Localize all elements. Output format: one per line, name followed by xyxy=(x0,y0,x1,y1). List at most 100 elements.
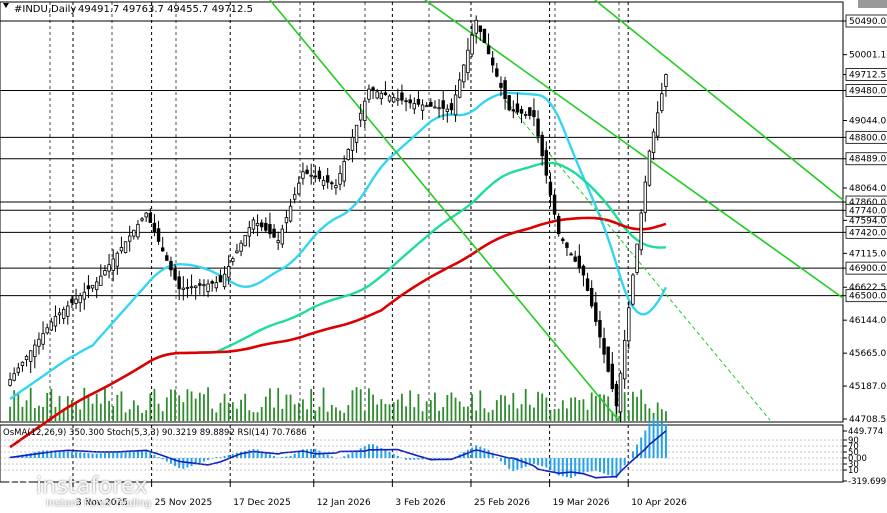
chart-grid xyxy=(0,1,844,483)
axis-price-label: 44708.5 xyxy=(849,415,886,425)
axis-price-label: 47594.0 xyxy=(849,216,886,226)
oscillator-header: OsMA(12,26,9) 350.300 Stoch(5,3,3) 90.32… xyxy=(3,428,307,438)
candle-body xyxy=(231,258,235,262)
candle-body xyxy=(655,112,660,137)
candle-body xyxy=(70,298,74,303)
candle-body xyxy=(354,124,359,143)
level-price-box xyxy=(845,261,887,275)
level-price-box xyxy=(845,84,887,97)
scroll-corner[interactable] xyxy=(858,0,887,8)
candle-body xyxy=(243,235,247,247)
candle-body xyxy=(268,224,272,235)
candle-body xyxy=(165,255,169,261)
candle-body xyxy=(462,64,466,83)
date-label: 17 Dec 2025 xyxy=(233,498,291,508)
candle-body xyxy=(317,170,322,180)
candle-body xyxy=(585,278,590,291)
candle-body xyxy=(74,298,78,304)
candle-body xyxy=(577,255,582,269)
level-price-label: 46500.0 xyxy=(849,292,886,302)
candle-body xyxy=(400,92,404,101)
candle-body xyxy=(552,194,557,215)
candle-body xyxy=(519,109,524,114)
candle-body xyxy=(651,131,656,154)
candle-body xyxy=(412,103,417,110)
candle-body xyxy=(536,118,540,137)
candle-body xyxy=(556,215,561,235)
candle-body xyxy=(297,182,301,195)
candle-body xyxy=(639,212,643,251)
axis-price-label: 48064.0 xyxy=(849,184,886,194)
level-price-box xyxy=(845,225,887,239)
osc-tick-label: 30 xyxy=(848,460,859,470)
candle-body xyxy=(511,109,516,112)
candle-body xyxy=(342,161,346,182)
candle-body xyxy=(614,383,619,407)
candle-body xyxy=(581,265,586,276)
candle-body xyxy=(627,307,631,342)
candle-body xyxy=(144,212,148,218)
candle-body xyxy=(643,181,648,213)
candle-body xyxy=(86,285,91,290)
candle-body xyxy=(482,28,487,44)
candle-body xyxy=(218,275,223,283)
candle-body xyxy=(495,68,499,77)
candle-body xyxy=(20,361,25,366)
candle-body xyxy=(565,242,569,248)
candle-body xyxy=(239,242,243,252)
candle-body xyxy=(474,19,478,34)
dropdown-triangle-icon[interactable] xyxy=(3,3,9,8)
candle-body xyxy=(119,247,124,252)
candle-body xyxy=(235,250,239,254)
candle-body xyxy=(544,150,549,176)
watermark-tagline: Instant Forex Trading xyxy=(46,498,152,509)
candle-body xyxy=(321,179,326,186)
candle-body xyxy=(276,240,280,244)
instaforex-logo-icon xyxy=(7,476,31,502)
candle-body xyxy=(647,150,652,186)
candle-body xyxy=(660,93,664,111)
candle-body xyxy=(325,175,330,183)
level-price-label: 47740.0 xyxy=(849,206,886,216)
candle-body xyxy=(466,49,470,73)
candle-body xyxy=(387,95,392,102)
candle-body xyxy=(445,108,450,112)
candle-body xyxy=(523,113,528,116)
level-price-label: 49480.0 xyxy=(849,87,886,97)
candle-body xyxy=(222,273,227,288)
candle-body xyxy=(457,79,462,98)
level-price-box xyxy=(845,14,887,28)
watermark-brand: instaforex xyxy=(36,474,148,499)
axis-price-label: 46144.0 xyxy=(849,316,886,326)
channel-line xyxy=(594,0,844,201)
date-axis: 3 Nov 2025 25 Nov 2025 17 Dec 2025 12 Jan 2… xyxy=(72,482,687,508)
candle-body xyxy=(99,275,103,286)
candle-body xyxy=(433,106,437,109)
candle-body xyxy=(569,253,573,256)
candle-body xyxy=(37,338,41,347)
candle-body xyxy=(594,302,598,322)
level-price-label: 48800.0 xyxy=(849,133,886,143)
candle-body xyxy=(622,340,627,380)
axis-price-label: 46622.5 xyxy=(849,283,886,293)
candle-body xyxy=(264,222,268,231)
candle-body xyxy=(136,224,140,238)
candle-body xyxy=(288,205,293,222)
level-price-label: 47420.0 xyxy=(849,228,886,238)
candle-body xyxy=(127,235,132,242)
candle-body xyxy=(284,217,289,224)
indicator-lines xyxy=(9,0,844,449)
level-price-label: 49712.5 xyxy=(849,71,886,81)
candle-body xyxy=(292,194,297,200)
candle-body xyxy=(8,379,12,386)
candle-body xyxy=(561,238,565,242)
date-label: 10 Apr 2026 xyxy=(631,498,687,508)
candle-body xyxy=(367,88,371,100)
level-price-box xyxy=(845,203,887,217)
candle-body xyxy=(280,228,285,245)
date-label: 25 Nov 2025 xyxy=(155,498,213,508)
candle-body xyxy=(363,100,367,121)
ma-slow-line xyxy=(9,216,667,449)
